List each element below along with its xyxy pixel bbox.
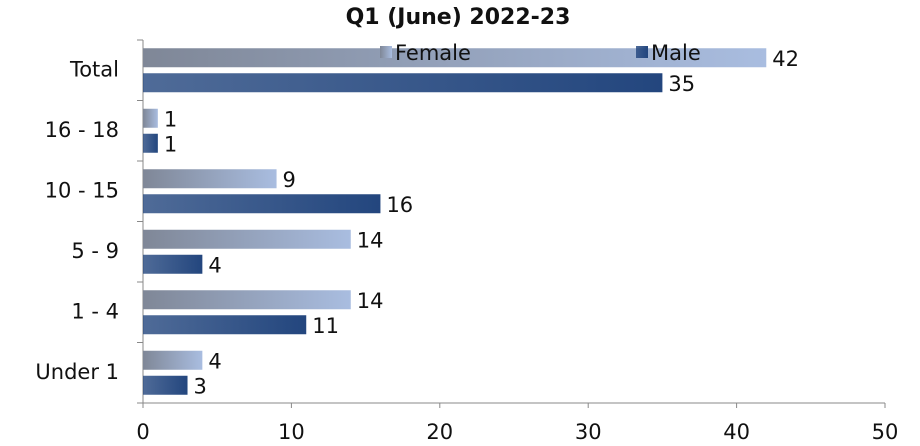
data-label: 11 bbox=[312, 314, 339, 338]
legend-marker bbox=[380, 46, 392, 58]
bar bbox=[143, 254, 203, 274]
data-label: 42 bbox=[772, 47, 799, 71]
x-tick-label: 30 bbox=[575, 420, 602, 444]
bar bbox=[143, 48, 767, 68]
y-tick-label: 5 - 9 bbox=[71, 239, 119, 263]
legend-label: Female bbox=[395, 41, 471, 65]
bar bbox=[143, 108, 158, 128]
bar bbox=[143, 169, 277, 189]
data-label: 14 bbox=[357, 289, 384, 313]
data-label: 3 bbox=[194, 374, 207, 398]
x-tick-label: 40 bbox=[723, 420, 750, 444]
data-label: 4 bbox=[208, 253, 221, 277]
legend-marker bbox=[636, 46, 648, 58]
bar bbox=[143, 290, 351, 310]
x-tick-label: 20 bbox=[426, 420, 453, 444]
bar bbox=[143, 375, 188, 395]
data-label: 14 bbox=[357, 228, 384, 252]
chart-title: Q1 (June) 2022-23 bbox=[346, 5, 571, 30]
bar bbox=[143, 133, 158, 153]
bar bbox=[143, 229, 351, 249]
x-tick-label: 0 bbox=[136, 420, 149, 444]
bar bbox=[143, 315, 307, 335]
y-tick-label: 16 - 18 bbox=[45, 118, 119, 142]
x-tick-label: 50 bbox=[872, 420, 899, 444]
bar bbox=[143, 350, 203, 370]
y-tick-label: Total bbox=[69, 57, 119, 81]
legend-label: Male bbox=[651, 41, 701, 65]
data-label: 1 bbox=[164, 132, 177, 156]
y-tick-label: 1 - 4 bbox=[71, 299, 119, 323]
data-label: 9 bbox=[283, 168, 296, 192]
y-tick-label: Under 1 bbox=[35, 360, 119, 384]
x-tick-label: 10 bbox=[278, 420, 305, 444]
bar bbox=[143, 73, 663, 93]
data-label: 4 bbox=[208, 349, 221, 373]
y-tick-label: 10 - 15 bbox=[45, 178, 119, 202]
data-label: 16 bbox=[386, 193, 413, 217]
data-label: 35 bbox=[668, 72, 695, 96]
data-label: 1 bbox=[164, 107, 177, 131]
bar bbox=[143, 194, 381, 214]
